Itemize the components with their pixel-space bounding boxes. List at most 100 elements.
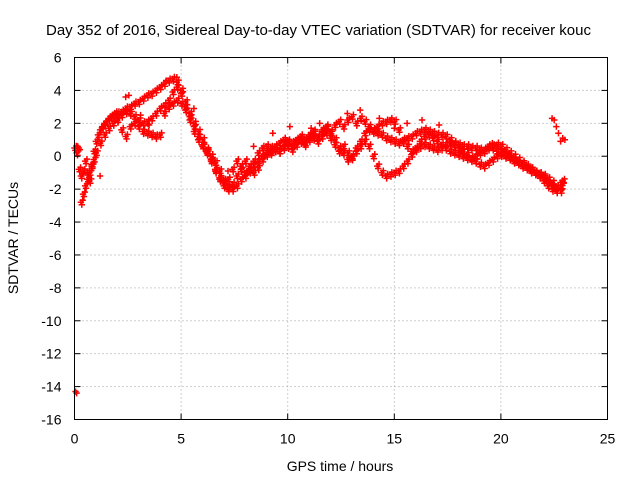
data-markers bbox=[71, 73, 569, 397]
data-point bbox=[392, 171, 399, 179]
data-point bbox=[396, 170, 403, 177]
data-point bbox=[187, 115, 194, 123]
data-point bbox=[418, 116, 426, 124]
data-point bbox=[200, 143, 207, 151]
data-point bbox=[123, 111, 130, 118]
data-point bbox=[358, 113, 366, 120]
data-point bbox=[421, 143, 429, 151]
data-point bbox=[374, 132, 382, 139]
x-tick-label: 5 bbox=[177, 431, 185, 447]
data-point bbox=[183, 109, 190, 116]
data-point bbox=[119, 129, 126, 136]
data-point bbox=[490, 158, 497, 166]
data-point bbox=[89, 165, 96, 172]
data-point bbox=[98, 137, 106, 145]
data-point bbox=[376, 115, 383, 122]
data-point bbox=[553, 123, 560, 130]
data-point bbox=[234, 175, 241, 182]
data-point bbox=[161, 83, 169, 90]
data-point bbox=[324, 123, 332, 130]
data-point bbox=[251, 171, 258, 179]
data-point bbox=[357, 117, 365, 124]
data-point bbox=[276, 150, 284, 157]
data-point bbox=[401, 134, 408, 141]
data-point bbox=[153, 112, 160, 120]
data-point bbox=[123, 135, 130, 143]
data-point bbox=[499, 141, 506, 148]
data-point bbox=[515, 162, 523, 169]
x-axis-label: GPS time / hours bbox=[287, 458, 394, 474]
data-point bbox=[387, 138, 395, 146]
data-point bbox=[161, 104, 169, 111]
data-point bbox=[557, 138, 564, 145]
data-point bbox=[421, 135, 429, 143]
data-point bbox=[174, 99, 181, 106]
data-point bbox=[555, 129, 562, 137]
data-point bbox=[179, 88, 187, 95]
data-point bbox=[235, 180, 242, 188]
data-point bbox=[140, 122, 147, 129]
data-point bbox=[78, 201, 85, 208]
data-point bbox=[409, 135, 416, 143]
data-point bbox=[367, 141, 374, 148]
data-point bbox=[499, 149, 506, 156]
data-point bbox=[328, 132, 335, 139]
data-point bbox=[456, 149, 464, 156]
data-point bbox=[473, 142, 481, 150]
data-point bbox=[426, 134, 433, 141]
data-point bbox=[438, 134, 446, 141]
data-point bbox=[448, 146, 455, 153]
data-point bbox=[137, 121, 144, 128]
data-point bbox=[161, 112, 169, 120]
data-point bbox=[158, 82, 166, 89]
data-point bbox=[439, 129, 447, 137]
data-point bbox=[558, 189, 565, 197]
data-point bbox=[452, 147, 459, 155]
data-point bbox=[190, 105, 198, 112]
data-point bbox=[388, 114, 396, 122]
data-point bbox=[409, 150, 416, 157]
plot-frame bbox=[74, 57, 608, 420]
data-point bbox=[490, 147, 497, 154]
data-point bbox=[144, 132, 152, 139]
data-point bbox=[461, 151, 468, 158]
data-point bbox=[431, 142, 438, 150]
data-point bbox=[452, 139, 459, 146]
data-point bbox=[444, 131, 451, 138]
data-point bbox=[174, 86, 181, 93]
data-point bbox=[94, 147, 101, 155]
data-point bbox=[438, 143, 446, 151]
data-point bbox=[383, 120, 390, 128]
data-point bbox=[137, 111, 144, 119]
data-point bbox=[358, 136, 366, 143]
data-point bbox=[396, 142, 403, 149]
data-point bbox=[366, 129, 373, 136]
data-point bbox=[345, 119, 352, 126]
data-point bbox=[478, 159, 485, 166]
data-point bbox=[188, 111, 195, 118]
data-point bbox=[392, 136, 400, 143]
data-point bbox=[102, 134, 109, 141]
data-point bbox=[349, 115, 356, 123]
data-point bbox=[311, 127, 319, 135]
data-point bbox=[392, 120, 399, 128]
data-point bbox=[255, 152, 262, 159]
data-point bbox=[455, 153, 463, 161]
data-point bbox=[157, 134, 164, 141]
series-band-c bbox=[113, 95, 566, 197]
data-point bbox=[235, 170, 242, 178]
data-point bbox=[95, 134, 103, 141]
data-point bbox=[162, 77, 170, 84]
data-point bbox=[337, 116, 344, 123]
data-point bbox=[354, 142, 361, 150]
data-point bbox=[519, 162, 526, 170]
data-point bbox=[448, 137, 455, 145]
data-point bbox=[106, 127, 113, 134]
data-point bbox=[209, 151, 216, 158]
data-point bbox=[542, 170, 549, 178]
data-point bbox=[525, 162, 532, 169]
data-point bbox=[422, 124, 430, 132]
data-point bbox=[84, 178, 92, 185]
data-point bbox=[93, 140, 100, 148]
data-point bbox=[465, 152, 472, 160]
